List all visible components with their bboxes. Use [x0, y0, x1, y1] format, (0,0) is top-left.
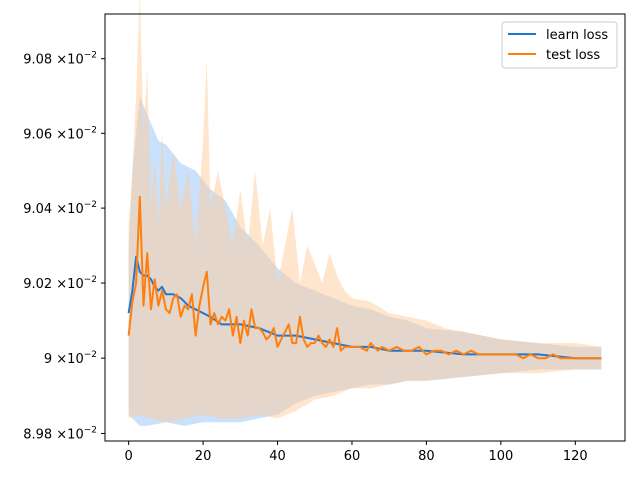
y-tick-label: 9.02 ×10−2: [23, 275, 97, 292]
x-tick-label: 120: [563, 449, 588, 464]
x-axis-ticks: 0 20 40 60 80 100 120: [124, 441, 588, 464]
confidence-bands: [128, 0, 602, 426]
x-tick-label: 40: [269, 449, 286, 464]
y-tick-label: 9.06 ×10−2: [23, 125, 97, 142]
y-tick-label: 9.04 ×10−2: [23, 200, 97, 217]
x-tick-label: 20: [195, 449, 212, 464]
band-test-loss: [128, 0, 602, 423]
y-axis-ticks: 8.98 ×10−2 9 ×10−2 9.02 ×10−2 9.04 ×10−2 9.0…: [23, 51, 105, 442]
y-tick-label: 9 ×10−2: [44, 350, 97, 367]
legend-label-test-loss: test loss: [546, 48, 600, 63]
line-test-loss: [127, 195, 602, 360]
x-tick-label: 80: [418, 449, 435, 464]
legend-label-learn-loss: learn loss: [546, 28, 608, 43]
plot-frame: [104, 13, 626, 442]
series-lines: [127, 195, 602, 360]
x-tick-label: 100: [488, 449, 513, 464]
x-tick-label: 60: [344, 449, 361, 464]
legend: learn loss test loss: [501, 21, 618, 69]
y-tick-label: 8.98 ×10−2: [23, 425, 97, 442]
y-tick-label: 9.08 ×10−2: [23, 51, 97, 68]
x-tick-label: 0: [124, 449, 132, 464]
